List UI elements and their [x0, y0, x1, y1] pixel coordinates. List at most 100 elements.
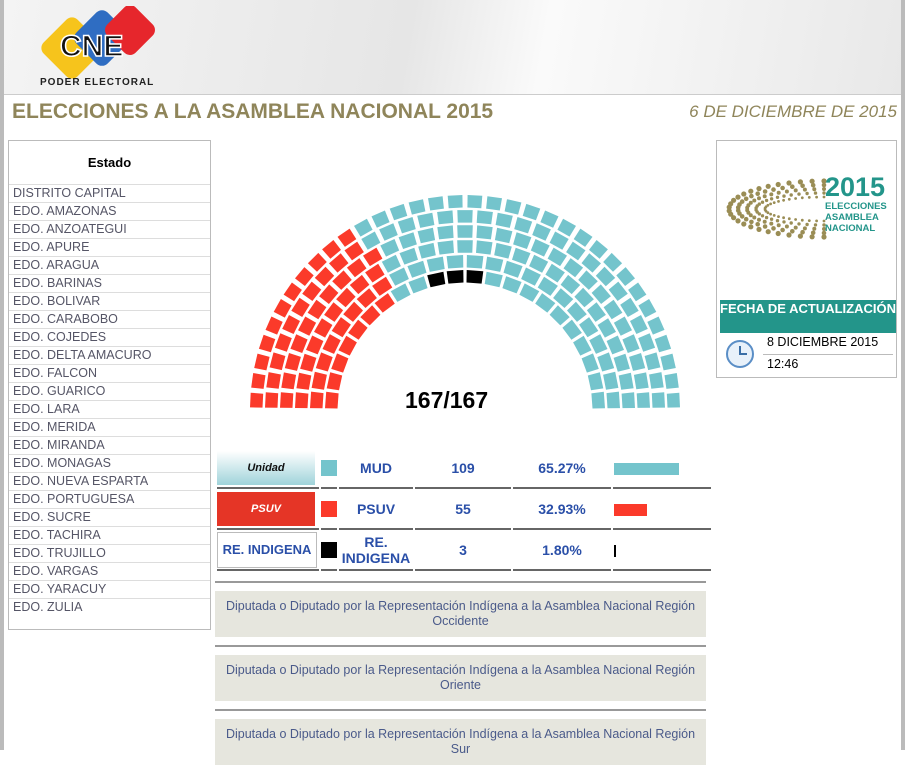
seat-psuv [363, 247, 383, 267]
seat-psuv [307, 299, 327, 320]
seat-mud [597, 318, 616, 338]
seat-mud [437, 210, 454, 225]
seat-mud [581, 353, 599, 373]
state-item[interactable]: EDO. VARGAS [9, 562, 210, 580]
state-item[interactable]: EDO. MIRANDA [9, 436, 210, 454]
region-link[interactable]: Diputada o Diputado por la Representació… [215, 655, 706, 701]
seat-mud [519, 283, 540, 302]
state-item[interactable]: EDO. YARACUY [9, 580, 210, 598]
seat-psuv [291, 297, 310, 317]
seat-mud [537, 276, 558, 296]
region-link[interactable]: Diputada o Diputado por la Representació… [215, 591, 706, 637]
seat-mud [608, 281, 628, 301]
state-item[interactable]: EDO. BARINAS [9, 274, 210, 292]
seat-mud [447, 195, 463, 209]
seat-mud [633, 372, 649, 390]
seat-mud [379, 223, 398, 241]
state-item[interactable]: EDO. TRUJILLO [9, 544, 210, 562]
seat-mud [581, 253, 601, 273]
seat-psuv [296, 372, 312, 390]
results-table: Unidad MUD 109 65.27% PSUV PSUV 55 32.93… [215, 448, 713, 571]
party-percent: 1.80% [513, 530, 611, 571]
seat-mud [651, 392, 665, 408]
election-date: 6 DE DICIEMBRE DE 2015 [689, 102, 897, 121]
party-percent-bar [614, 544, 616, 557]
seat-psuv [307, 252, 327, 272]
seat-re-indigena [466, 270, 484, 284]
seat-psuv [356, 288, 377, 308]
seat-psuv [258, 334, 276, 353]
seat-mud [476, 210, 493, 225]
seat-mud [573, 335, 592, 356]
state-item[interactable]: EDO. GUARICO [9, 382, 210, 400]
seat-mud [586, 302, 606, 322]
seat-mud [606, 391, 620, 409]
state-item[interactable]: EDO. TACHIRA [9, 526, 210, 544]
state-item[interactable]: EDO. APURE [9, 238, 210, 256]
seat-psuv [338, 335, 357, 356]
seat-mud [618, 372, 634, 390]
seat-psuv [250, 392, 264, 408]
state-item[interactable]: EDO. MONAGAS [9, 454, 210, 472]
seat-count: 167/167 [405, 387, 489, 413]
state-item[interactable]: EDO. FALCON [9, 364, 210, 382]
state-list-heading: Estado [87, 155, 132, 170]
seat-mud [457, 225, 473, 238]
party-seats: 3 [415, 530, 511, 571]
seat-psuv [315, 352, 333, 372]
update-date: 8 DICIEMBRE 2015 [767, 335, 879, 349]
seat-mud [540, 210, 559, 228]
party-logo: Unidad [217, 450, 315, 485]
state-item[interactable]: EDO. ARAGUA [9, 256, 210, 274]
seat-psuv [344, 241, 364, 261]
seat-mud [467, 195, 483, 209]
seat-psuv [302, 281, 322, 301]
seat-mud [417, 227, 436, 244]
state-item[interactable]: EDO. LARA [9, 400, 210, 418]
state-item[interactable]: EDO. CARABOBO [9, 310, 210, 328]
state-item[interactable]: EDO. ANZOATEGUI [9, 220, 210, 238]
seat-psuv [322, 240, 341, 259]
logo-line2: ASAMBLEA [825, 212, 879, 223]
seat-psuv [306, 335, 324, 355]
seat-mud [644, 352, 661, 371]
seat-psuv [332, 270, 352, 290]
state-item[interactable]: EDO. DELTA AMACURO [9, 346, 210, 364]
seat-psuv [319, 284, 339, 304]
seat-mud [437, 240, 454, 255]
seat-psuv [372, 276, 393, 296]
seat-mud [361, 231, 381, 250]
state-item[interactable]: EDO. AMAZONAS [9, 202, 210, 220]
seat-mud [587, 372, 604, 391]
state-item[interactable]: DISTRITO CAPITAL [9, 184, 210, 202]
state-item[interactable]: EDO. BOLIVAR [9, 292, 210, 310]
seat-mud [381, 254, 401, 273]
seat-mud [514, 217, 533, 234]
state-item[interactable]: EDO. ZULIA [9, 598, 210, 616]
seat-mud [578, 270, 598, 290]
state-item[interactable]: EDO. COJEDES [9, 328, 210, 346]
state-item[interactable]: EDO. NUEVA ESPARTA [9, 472, 210, 490]
info-panel: 2015 ELECCIONES ASAMBLEA NACIONAL FECHA … [716, 140, 897, 378]
seat-psuv [265, 392, 279, 408]
cne-logo: CNE [41, 6, 155, 79]
state-item[interactable]: EDO. PORTUGUESA [9, 490, 210, 508]
state-item[interactable]: EDO. SUCRE [9, 508, 210, 526]
party-percent-bar [614, 462, 680, 475]
logo-year: 2015 [825, 172, 886, 202]
seat-psuv [273, 299, 292, 318]
seat-psuv [314, 318, 333, 338]
state-item[interactable]: EDO. MERIDA [9, 418, 210, 436]
seat-psuv [346, 258, 367, 278]
seat-mud [557, 218, 576, 237]
seat-psuv [322, 334, 341, 354]
seat-mud [522, 203, 541, 221]
seat-mud [591, 391, 605, 409]
seat-psuv [284, 353, 301, 371]
region-link[interactable]: Diputada o Diputado por la Representació… [215, 719, 706, 765]
update-time: 12:46 [767, 357, 799, 371]
seat-mud [603, 371, 619, 390]
seat-mud [562, 319, 582, 340]
seat-mud [408, 276, 428, 294]
seat-psuv [251, 373, 266, 389]
